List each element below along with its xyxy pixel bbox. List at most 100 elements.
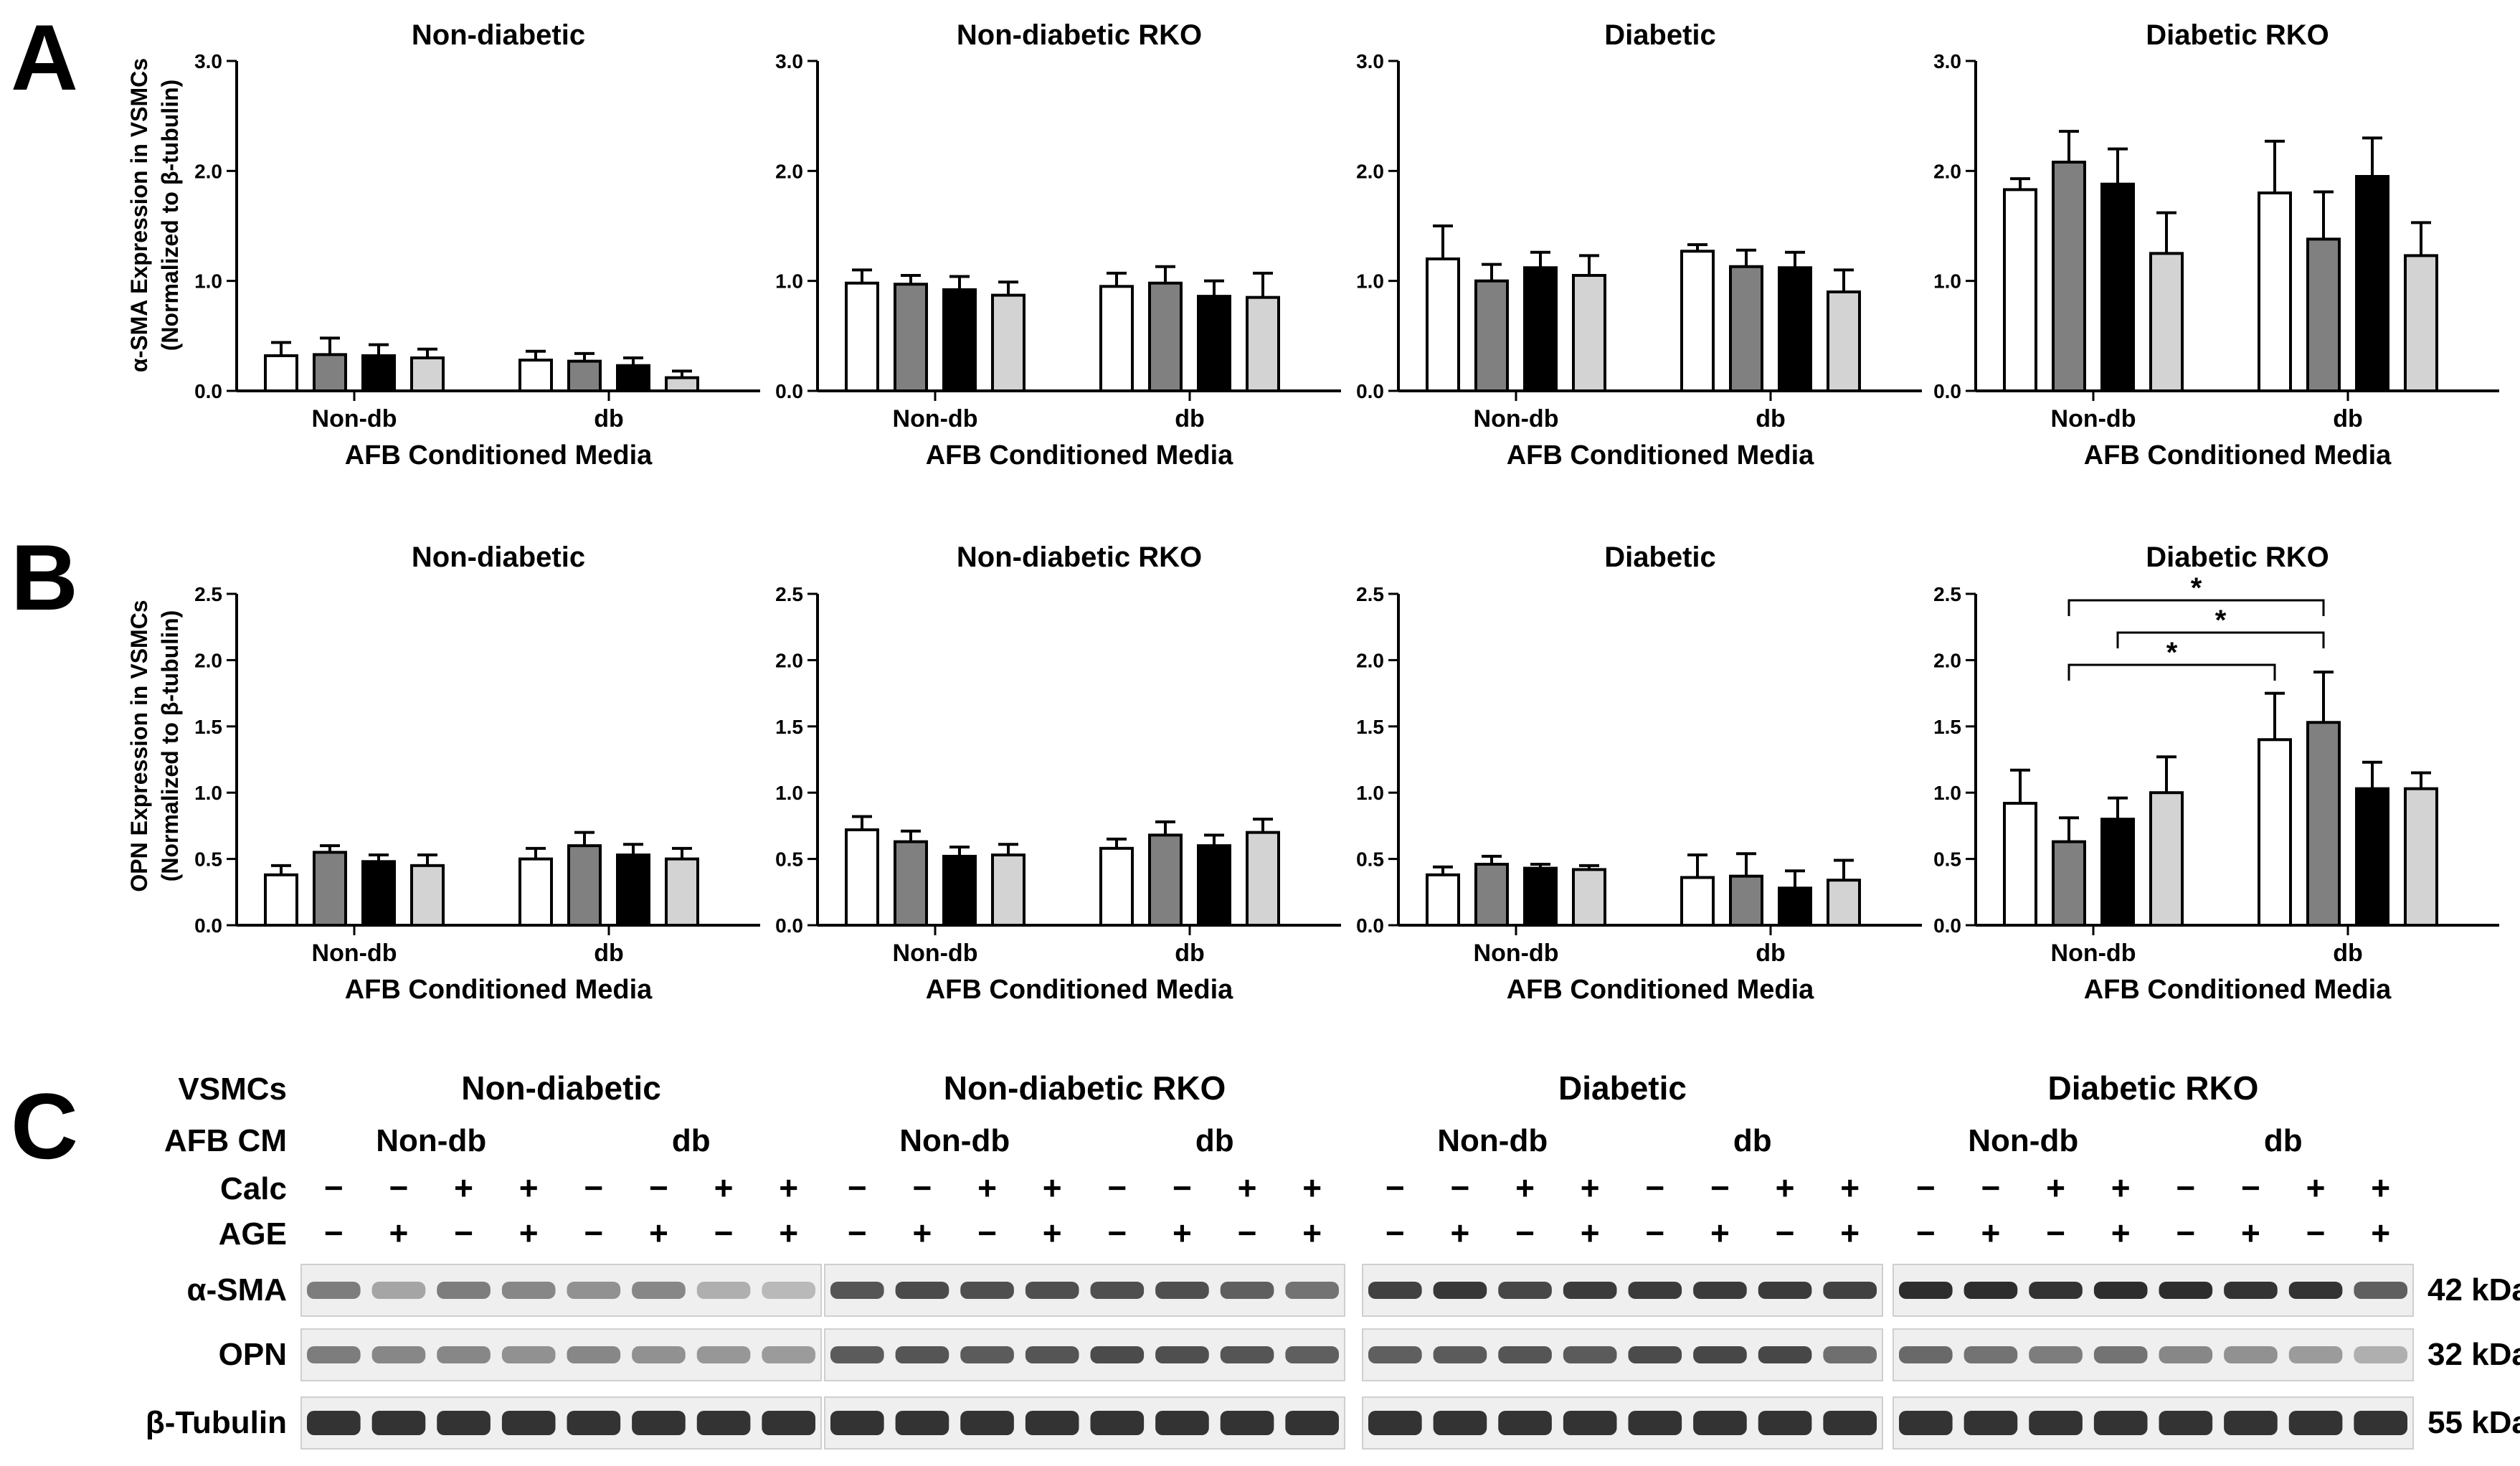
y-tick-label: 0.0 [775,380,803,402]
y-tick-label: 0.5 [194,848,222,871]
x-tick-label: Non-db [312,940,397,967]
calc-sign: + [2306,1169,2326,1206]
blot-cm-db: db [1195,1123,1234,1158]
bar [1197,295,1231,392]
calc-sign: + [1581,1169,1600,1206]
blot-band [1368,1346,1422,1363]
blot-band [2354,1346,2407,1363]
age-sign: + [1710,1214,1730,1252]
bar [1426,257,1460,392]
age-sign: + [1302,1214,1322,1252]
blot-band [1220,1282,1274,1299]
blot-band [1628,1282,1682,1299]
ylabel-a-line1: α-SMA Expression in VSMCs [126,58,152,372]
protein-label-tubulin: β-Tubulin [146,1405,287,1440]
age-sign: − [324,1214,344,1252]
blot-band [830,1282,884,1299]
blot-band [1090,1282,1145,1299]
blot-band [2354,1282,2407,1299]
blot-band [2288,1411,2343,1435]
calc-sign: − [1916,1169,1936,1206]
blot-cm-non-db: Non-db [1437,1123,1548,1158]
blot-band [1368,1411,1422,1435]
row-header-afb-cm: AFB CM [164,1123,287,1158]
blot-band [501,1282,556,1299]
bar [1778,266,1812,392]
x-axis-label: AFB Conditioned Media [926,975,1233,1005]
blot-band [1563,1346,1617,1363]
blot-band [1823,1282,1877,1299]
bar [2355,175,2389,392]
bar [2149,791,2184,927]
blot-band [1368,1282,1422,1299]
bar [616,853,650,927]
y-tick-label: 2.5 [1356,583,1384,605]
bar-chart-b-1: Non-diabetic 0.0 0.5 1.0 1.5 2.0 2.5 Non-db db AF… [194,542,760,1005]
chart-title: Diabetic RKO [2146,542,2329,573]
calc-sign: + [1776,1169,1795,1206]
blot-cm-non-db: Non-db [376,1123,486,1158]
y-tick-label: 1.0 [194,270,222,293]
calc-sign: + [1302,1169,1322,1206]
blot-band [307,1411,361,1435]
age-sign: − [1916,1214,1936,1252]
y-tick-label: 1.5 [1356,716,1384,738]
blot-band [1823,1411,1877,1435]
y-tick-label: 0.0 [1356,914,1384,937]
bar [264,354,298,392]
blot-band [567,1411,621,1435]
calc-sign: − [1173,1169,1192,1206]
blot-band [1220,1411,1274,1435]
y-tick-label: 2.0 [194,649,222,671]
blot-cm-non-db: Non-db [899,1123,1010,1158]
calc-sign: − [2241,1169,2260,1206]
y-tick-label: 1.5 [1933,716,1961,738]
blot-band [1090,1411,1145,1435]
bar [1474,862,1509,927]
bar [942,288,977,392]
y-tick-label: 1.0 [775,782,803,804]
y-tick-label: 3.0 [194,50,222,72]
bar-chart-b-2: Non-diabetic RKO 0.0 0.5 1.0 1.5 2.0 2.5 Non-db… [775,542,1341,1005]
calc-sign: − [584,1169,603,1206]
blot-band [2093,1411,2148,1435]
y-tick-label: 2.5 [194,583,222,605]
calc-sign: + [1238,1169,1257,1206]
blot-band [1758,1411,1812,1435]
bar [1246,295,1280,392]
panel-label-c: C [11,1074,78,1178]
x-tick-label: Non-db [893,405,978,432]
blot-band [1155,1282,1209,1299]
kda-label-tubulin: 55 kDa [2427,1405,2520,1440]
bar [2100,182,2135,392]
bar [2003,801,2037,927]
significance-star: * [2166,637,2178,668]
age-sign: − [977,1214,997,1252]
x-tick-label: db [1756,405,1786,432]
bar [1148,833,1183,927]
blot-band [1220,1346,1274,1363]
blot-cm-db: db [2264,1123,2303,1158]
blot-band [632,1411,686,1435]
blot-band [696,1346,751,1363]
blot-band [895,1346,949,1363]
age-sign: + [2111,1214,2131,1252]
bar [1680,250,1715,392]
calc-sign: + [779,1169,798,1206]
age-sign: − [2046,1214,2065,1252]
x-axis-label: AFB Conditioned Media [1507,975,1814,1005]
blot-band [567,1346,621,1363]
y-tick-label: 1.5 [775,716,803,738]
y-tick-label: 1.0 [775,270,803,293]
blot-band [2224,1411,2278,1435]
chart-title: Non-diabetic [412,19,585,51]
bar-chart-a-3: Diabetic 0.0 1.0 2.0 3.0 Non-db db AFB Conditio… [1356,19,1922,470]
age-sign: + [519,1214,539,1252]
blot-band [1964,1411,2018,1435]
bar [991,853,1025,927]
blot-band [1899,1282,1953,1299]
x-axis-label: AFB Conditioned Media [1507,440,1814,470]
x-axis-label: AFB Conditioned Media [345,440,653,470]
y-tick-label: 0.5 [1356,848,1384,871]
